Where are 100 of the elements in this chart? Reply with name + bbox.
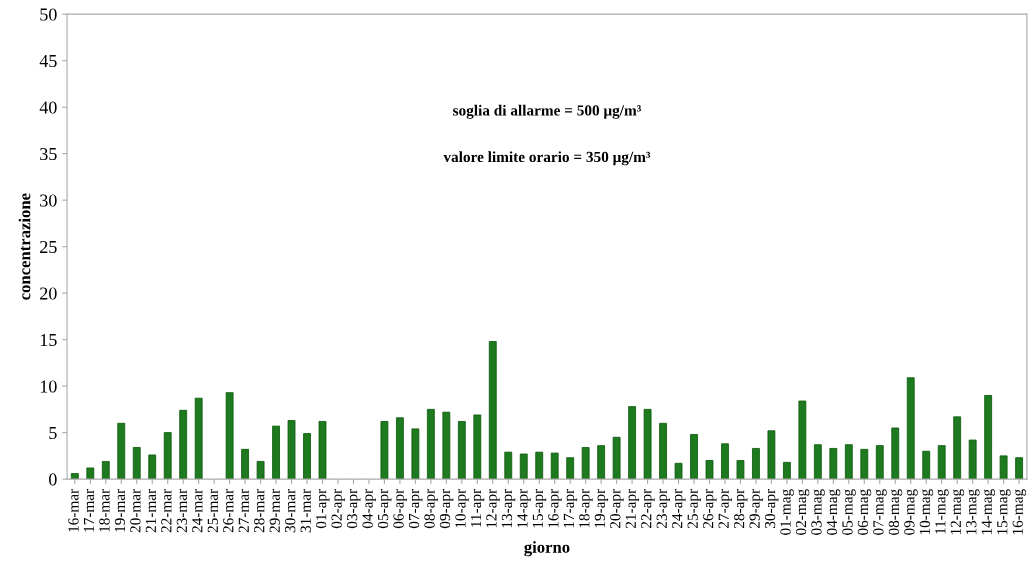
bar [256, 461, 265, 480]
x-tick-label: 13-mag [966, 489, 980, 535]
x-tick-label: 28-mar [254, 488, 265, 533]
annotation: valore limite orario = 350 μg/m³ [443, 151, 651, 166]
x-tick-label: 03-mag [811, 489, 825, 535]
bar [380, 421, 389, 480]
bar [566, 457, 575, 480]
x-tick-label: 05-mag [842, 489, 856, 535]
bar [813, 444, 822, 480]
bar [535, 451, 544, 480]
x-tick-label: 16-apr [548, 488, 562, 528]
bar [1015, 457, 1023, 480]
y-tick-label: 10 [40, 380, 57, 393]
bar [148, 454, 157, 480]
y-tick-label: 40 [39, 101, 57, 114]
bar [132, 447, 141, 480]
bar [829, 448, 838, 480]
bar [117, 422, 126, 480]
bar [968, 439, 977, 480]
bar [906, 377, 915, 480]
x-tick-label: 25-mar [207, 488, 218, 533]
x-tick-label: 09-mag [904, 489, 918, 535]
x-tick-label: 17-mar [83, 488, 95, 532]
x-tick-label: 06-mag [857, 489, 872, 535]
x-tick-label: 11-apr [470, 488, 485, 527]
x-tick-label: 21-mar [145, 488, 157, 533]
bar [875, 445, 884, 480]
x-tick-label: 20-apr [610, 488, 624, 529]
y-tick-label: 5 [49, 427, 57, 440]
x-tick-label: 10-apr [455, 488, 469, 528]
x-tick-label: 30-apr [764, 488, 779, 528]
x-tick-label: 25-apr [687, 488, 701, 529]
x-tick-label: 16-mar [68, 488, 79, 532]
bar [798, 400, 807, 480]
x-tick-label: 14-mag [981, 489, 996, 535]
bar [457, 421, 466, 480]
x-tick-label: 12-apr [486, 488, 500, 528]
x-tick-label: 19-apr [594, 488, 609, 528]
annotation: soglia di allarme = 500 μg/m³ [453, 104, 641, 119]
x-tick-label: 27-mar [238, 488, 249, 533]
x-tick-label: 04-mag [826, 489, 841, 535]
bar [783, 461, 791, 480]
bar [504, 451, 513, 480]
y-tick-label: 50 [40, 8, 57, 21]
x-tick-label: 01-mag [780, 489, 794, 535]
x-tick-label: 14-apr [517, 488, 531, 528]
y-axis-title: concentrazione [18, 193, 31, 300]
x-tick-label: 24-apr [672, 488, 686, 529]
bar [984, 395, 993, 480]
y-tick-label: 30 [40, 194, 57, 207]
x-tick-label: 28-apr [733, 488, 748, 529]
bar [643, 408, 652, 480]
x-tick-label: 22-apr [641, 488, 655, 529]
bar [426, 408, 435, 480]
x-tick-label: 05-apr [377, 488, 392, 529]
x-tick-label: 23-apr [656, 488, 670, 529]
y-tick-label: 45 [39, 55, 57, 68]
x-tick-label: 17-apr [563, 488, 578, 528]
x-tick-label: 31-mar [300, 488, 311, 533]
bar [767, 430, 776, 480]
bar [163, 432, 172, 480]
bar [844, 444, 853, 480]
bar [860, 448, 869, 480]
bar [752, 448, 760, 480]
x-tick-label: 10-mag [919, 489, 934, 535]
bar [519, 453, 528, 480]
x-tick-label: 06-apr [393, 488, 407, 529]
x-tick-label: 04-apr [362, 488, 376, 529]
bar [674, 462, 683, 480]
x-tick-label: 26-apr [703, 488, 717, 529]
x-tick-label: 09-apr [439, 488, 454, 529]
bar [473, 414, 482, 480]
bar [705, 460, 714, 480]
x-tick-label: 24-mar [192, 488, 203, 533]
y-tick-label: 35 [40, 147, 57, 161]
x-tick-label: 22-mar [161, 488, 172, 533]
bar [303, 433, 311, 480]
x-tick-label: 23-mar [176, 488, 187, 533]
bar [891, 427, 900, 480]
bar [318, 421, 327, 480]
x-tick-label: 03-apr [346, 488, 361, 529]
bar [225, 392, 234, 480]
x-tick-label: 07-mag [873, 489, 887, 535]
x-tick-label: 11-mag [935, 489, 949, 534]
bar [736, 460, 745, 480]
bar [287, 420, 296, 480]
bar [581, 447, 590, 480]
y-tick-label: 20 [40, 287, 57, 300]
bar [628, 406, 636, 480]
x-tick-label: 29-mar [269, 488, 280, 533]
y-tick-label: 0 [49, 473, 57, 486]
x-tick-label: 08-apr [424, 488, 438, 529]
bar [550, 452, 559, 480]
bar [659, 422, 667, 480]
y-tick-label: 15 [40, 333, 57, 347]
x-tick-label: 29-apr [749, 488, 763, 529]
bar [396, 417, 404, 480]
x-tick-label: 20-mar [130, 488, 141, 533]
bar [86, 467, 95, 480]
x-tick-label: 12-mag [950, 489, 965, 535]
